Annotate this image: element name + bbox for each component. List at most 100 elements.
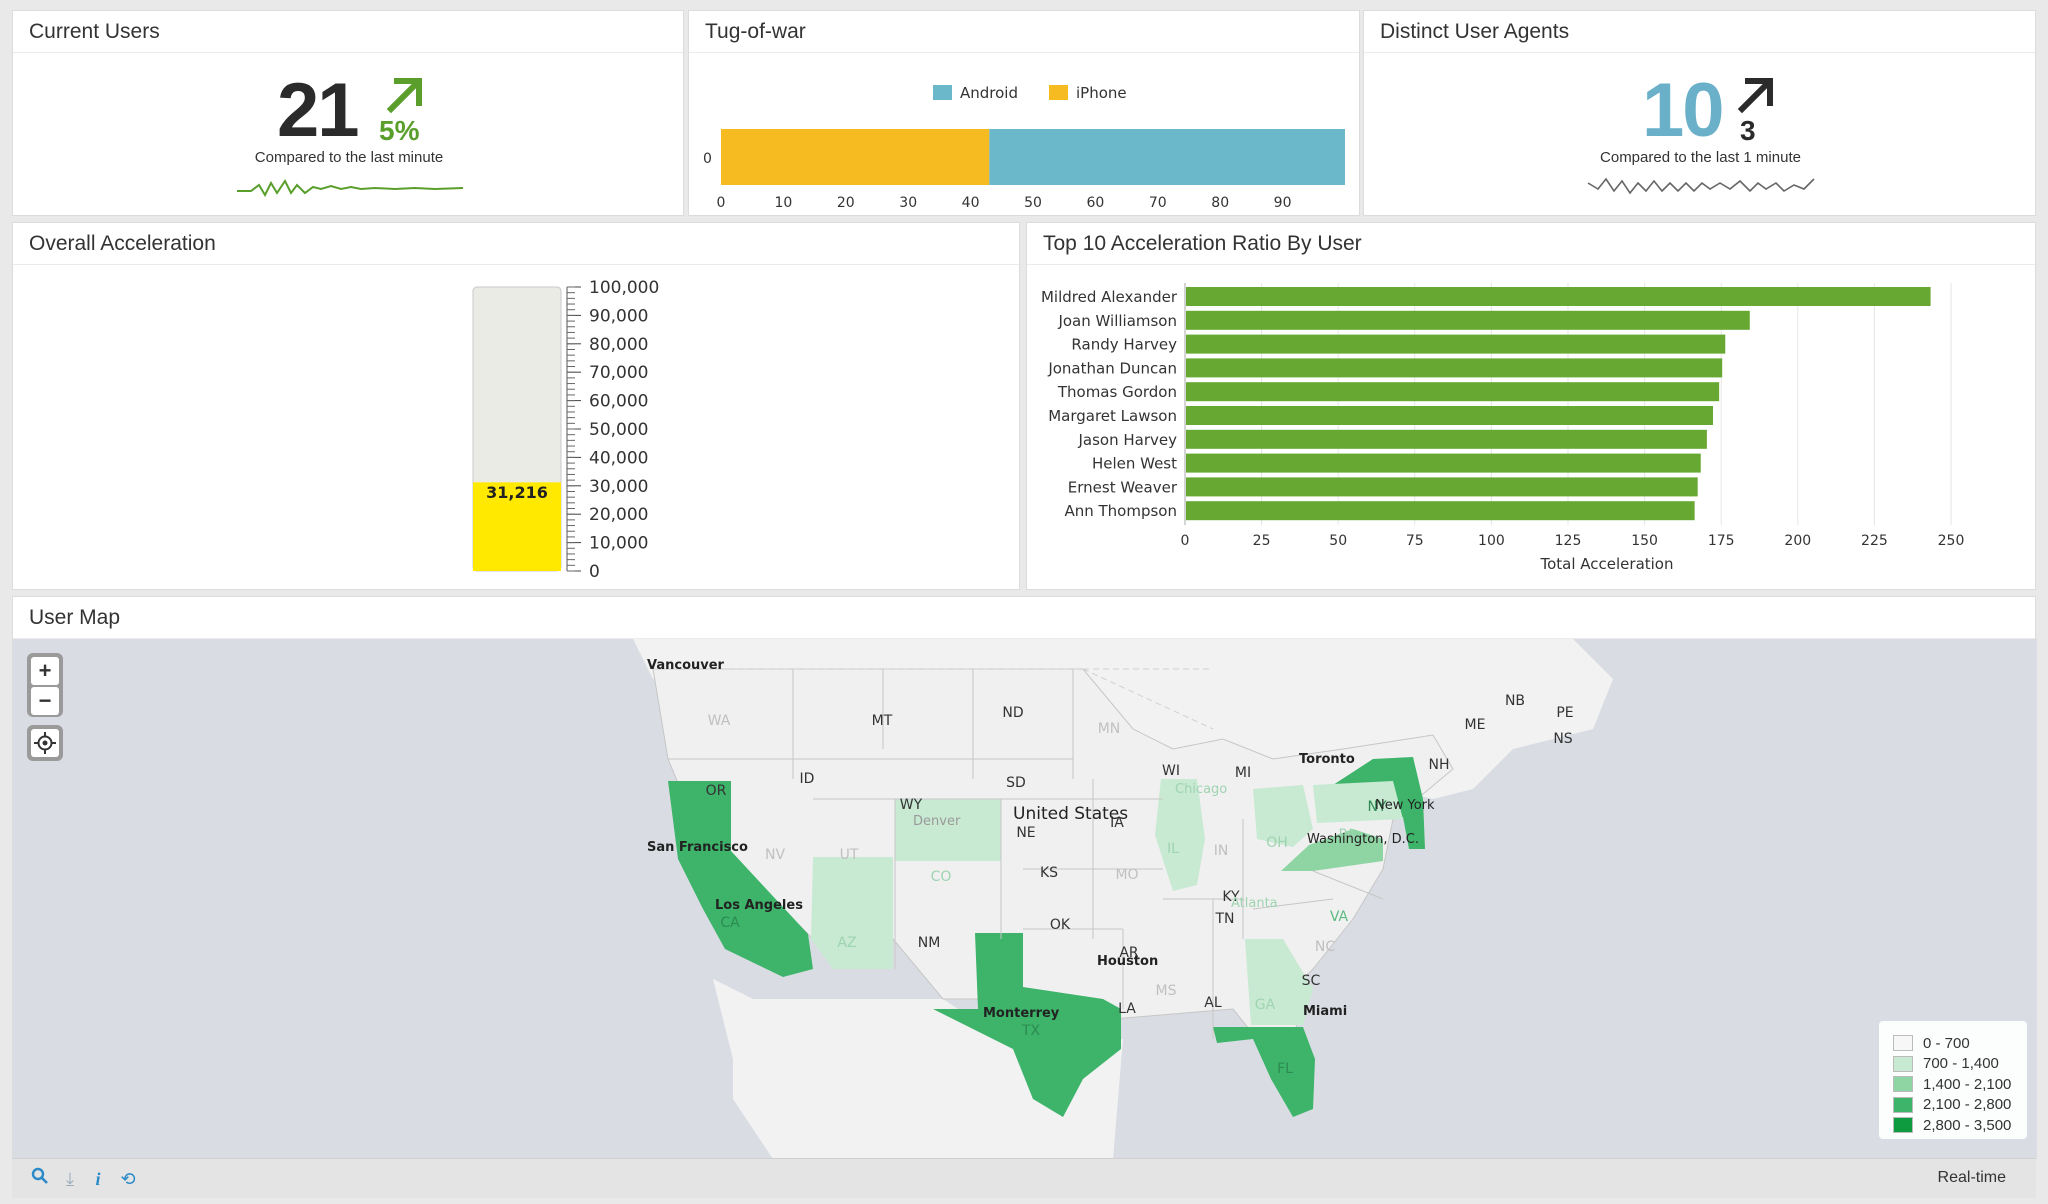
x-tick-label: 150 [1631, 533, 1658, 549]
state-label: NM [918, 935, 941, 951]
top10-panel: Top 10 Acceleration Ratio By User Mildre… [1026, 222, 2036, 590]
city-label: Atlanta [1231, 896, 1278, 911]
state-labels: WA OR MT ND MN WI MI ID WY SD IA NE NV U… [706, 693, 1574, 1077]
state-label: MN [1098, 721, 1121, 737]
state-label: IA [1110, 815, 1124, 831]
state-label: IL [1167, 841, 1179, 857]
state-label: UT [840, 847, 859, 863]
info-icon[interactable]: i [95, 1169, 101, 1189]
tug-of-war-chart: Android iPhone 0 0 10 20 30 40 50 60 70 80 90 [703, 84, 1345, 211]
state-label: FL [1277, 1061, 1293, 1077]
baja-land [713, 979, 793, 1119]
refresh-icon[interactable]: ⟲ [120, 1169, 136, 1189]
gauge-fill [473, 482, 561, 571]
panel-title: User Map [13, 597, 2035, 639]
current-users-panel: Current Users 21 5% Compared to the last… [12, 10, 684, 216]
bar[interactable] [1186, 429, 1707, 449]
state-label: KY [1222, 889, 1240, 905]
state-label: WY [900, 797, 923, 813]
bar[interactable] [1186, 287, 1931, 306]
category-label: Ernest Weaver [1068, 478, 1178, 496]
gauge-value-label: 31,216 [486, 483, 548, 502]
state-label: ND [1002, 705, 1023, 721]
bar[interactable] [1186, 382, 1720, 402]
city-label: Miami [1303, 1004, 1347, 1019]
state-label: LA [1118, 1001, 1136, 1017]
current-users-caption: Compared to the last minute [254, 149, 444, 166]
category-label: Thomas Gordon [1057, 383, 1177, 401]
city-labels: Vancouver Toronto Chicago Denver United … [647, 658, 1435, 1021]
state-label: MI [1235, 765, 1251, 781]
city-label: Monterrey [983, 1006, 1060, 1021]
state-label: MO [1115, 867, 1138, 883]
x-tick-label: 25 [1253, 533, 1271, 549]
search-icon[interactable] [28, 1167, 52, 1191]
city-label: Toronto [1299, 752, 1355, 767]
overall-acceleration-panel: Overall Acceleration 31,216 100,000 90,00… [12, 222, 1020, 590]
bar[interactable] [1186, 501, 1695, 521]
current-users-value: 21 [277, 68, 360, 153]
state-label: SD [1006, 775, 1026, 791]
x-tick-label: 225 [1861, 533, 1888, 549]
state-label: KS [1040, 865, 1058, 881]
zoom-in-button[interactable]: + [31, 657, 59, 685]
bar[interactable] [1186, 334, 1726, 354]
state-label: AZ [837, 935, 856, 951]
bar[interactable] [1186, 406, 1714, 425]
panel-title: Top 10 Acceleration Ratio By User [1027, 223, 2035, 265]
acceleration-gauge: 31,216 100,000 90,000 80,000 70,000 60,000 50… [472, 278, 659, 582]
state-az [811, 857, 893, 969]
legend-swatch-android [933, 85, 952, 100]
x-tick-label: 75 [1406, 533, 1424, 549]
panel-title: Tug-of-war [689, 11, 1359, 53]
x-tick-label: 175 [1708, 533, 1735, 549]
tug-bar-android[interactable] [989, 129, 1345, 185]
x-tick-label: 30 [899, 195, 917, 211]
us-map[interactable]: WA OR MT ND MN WI MI ID WY SD IA NE NV U… [13, 639, 2037, 1159]
state-label: MS [1156, 983, 1177, 999]
bar[interactable] [1186, 358, 1723, 378]
download-icon[interactable]: ⤓ [66, 1169, 74, 1189]
zoom-out-button[interactable]: − [31, 687, 59, 715]
state-label: PA [1338, 827, 1356, 843]
state-ga [1245, 939, 1313, 1025]
province-label: NS [1553, 731, 1572, 747]
gauge-tick-label: 20,000 [589, 505, 648, 525]
distinct-agents-sparkline [1587, 177, 1815, 195]
state-label: CO [931, 869, 952, 885]
x-tick-label: 80 [1211, 195, 1229, 211]
city-label: New York [1375, 798, 1435, 813]
mexico-land [733, 999, 1123, 1159]
gauge-tick-label: 0 [589, 562, 600, 582]
province-label: NB [1505, 693, 1525, 709]
bar[interactable] [1186, 310, 1750, 330]
state-label: IN [1214, 843, 1229, 859]
x-tick-label: 125 [1555, 533, 1582, 549]
x-tick-label: 40 [962, 195, 980, 211]
gauge-tick-label: 40,000 [589, 448, 648, 468]
tug-of-war-panel: Tug-of-war Android iPhone 0 0 10 20 30 40 50 6… [688, 10, 1360, 216]
state-label: ID [800, 771, 815, 787]
state-label: CA [720, 915, 740, 931]
bar[interactable] [1186, 453, 1701, 473]
tug-bar-iphone[interactable] [721, 129, 990, 185]
y-tick: 0 [703, 151, 712, 167]
state-label: NV [765, 847, 785, 863]
city-label: Washington, D.C. [1307, 832, 1419, 847]
gauge-tick-label: 60,000 [589, 392, 648, 412]
state-label: ME [1465, 717, 1486, 733]
dashboard-footer: ⤓ i ⟲ Real-time [12, 1158, 2036, 1198]
locate-button[interactable] [31, 729, 59, 757]
x-tick-label: 60 [1086, 195, 1104, 211]
legend-label-android: Android [960, 84, 1018, 102]
x-tick-label: 90 [1274, 195, 1292, 211]
distinct-agents-panel: Distinct User Agents 10 3 Compared to th… [1363, 10, 2036, 216]
time-mode-label[interactable]: Real-time [1937, 1169, 2006, 1186]
gauge-tick-label: 90,000 [589, 306, 648, 326]
state-label: WA [708, 713, 731, 729]
x-tick-label: 20 [837, 195, 855, 211]
category-label: Jason Harvey [1077, 431, 1177, 449]
state-label: OR [706, 783, 727, 799]
bar[interactable] [1186, 477, 1698, 497]
legend-label-iphone: iPhone [1076, 84, 1127, 102]
